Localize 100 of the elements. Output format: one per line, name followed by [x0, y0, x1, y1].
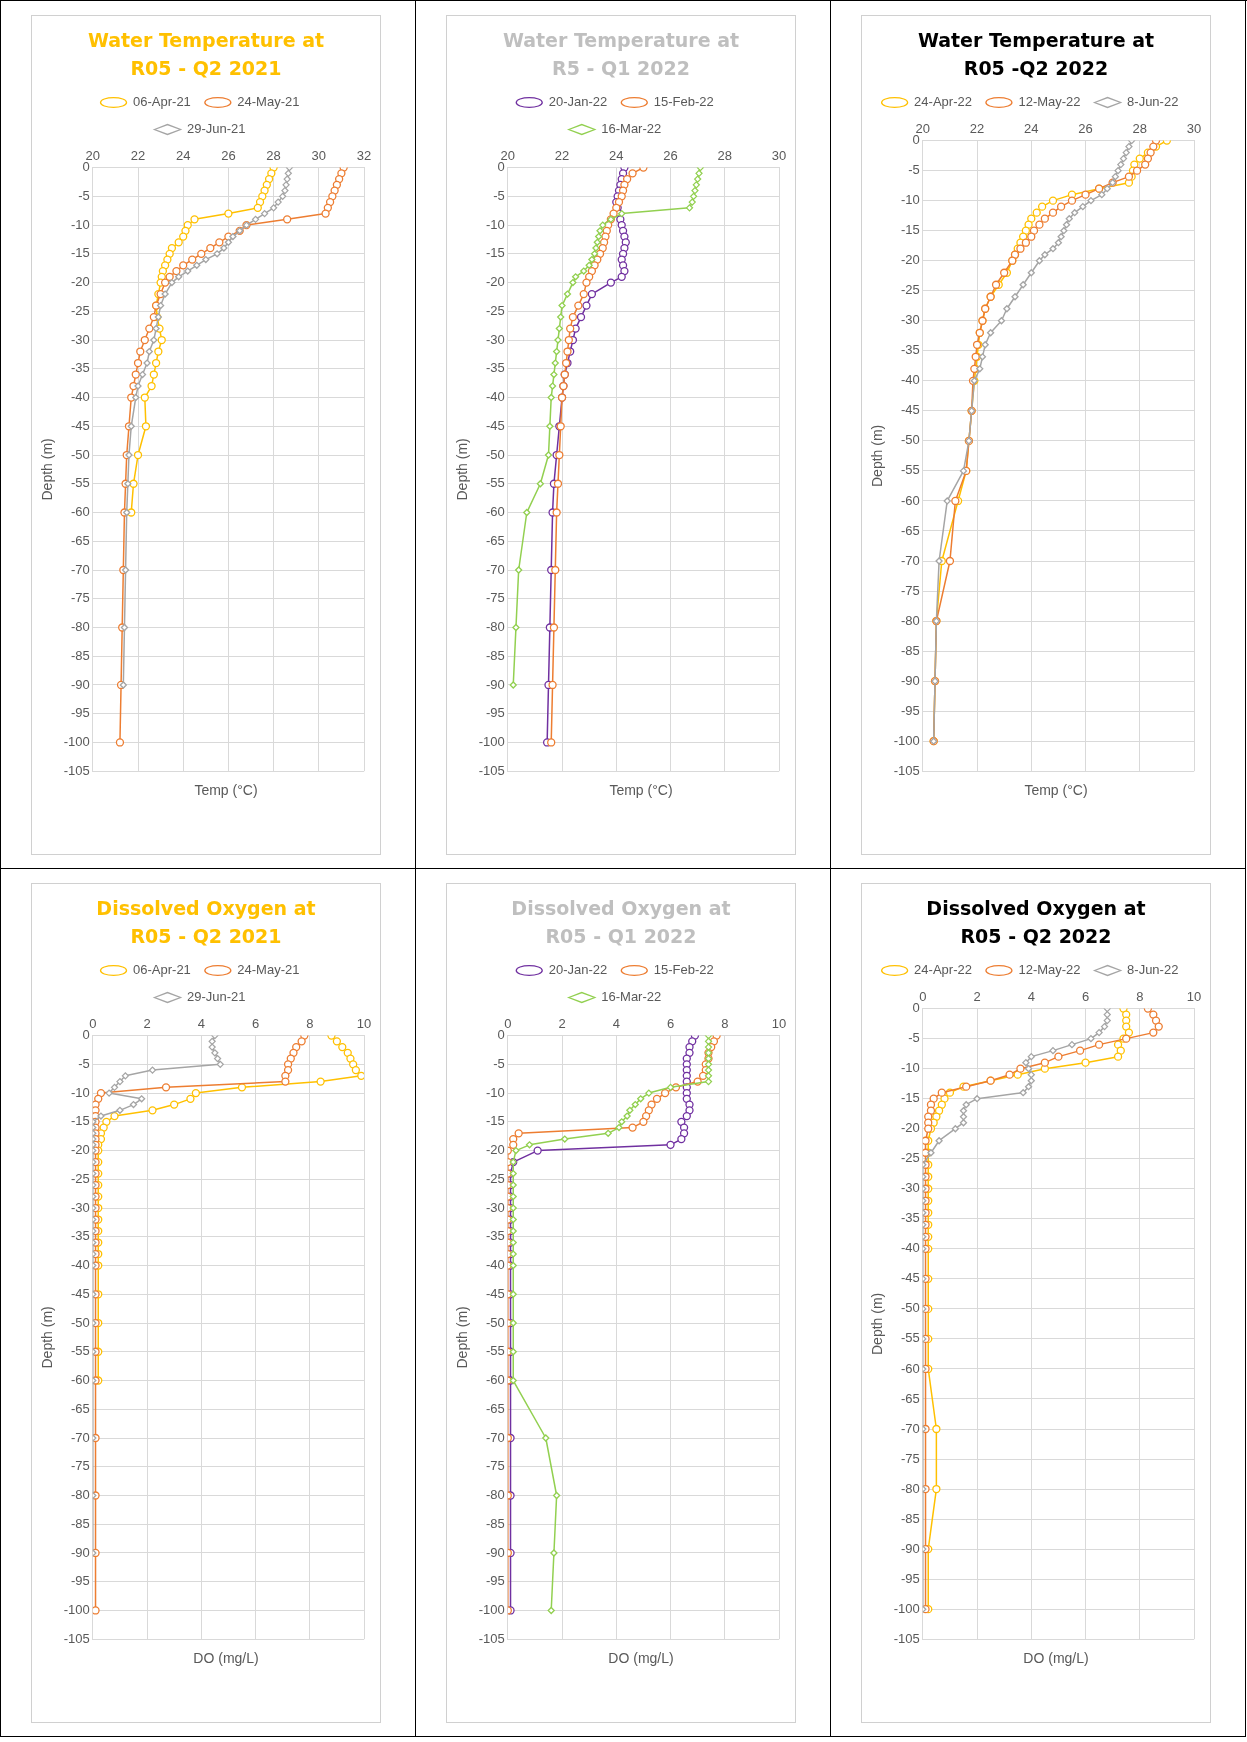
y-tick-label: -105 [478, 1630, 505, 1646]
y-tick-label: -60 [486, 504, 505, 520]
y-tick-label: -105 [893, 762, 920, 778]
x-tick-label: 2 [973, 989, 981, 1005]
y-tick-label: -75 [901, 582, 920, 598]
x-tick-label: 4 [612, 1016, 620, 1032]
legend-label: 16-Mar-22 [601, 989, 662, 1005]
y-tick-label: -30 [486, 331, 505, 347]
x-axis-title: DO (mg/L) [1022, 1650, 1090, 1666]
y-tick-label: -90 [71, 1544, 90, 1560]
x-tick-label: 30 [311, 148, 327, 164]
x-tick-label: 6 [1081, 989, 1090, 1005]
y-tick-label: -5 [78, 187, 90, 203]
y-axis-title: Depth (m) [39, 438, 56, 501]
y-tick-label: -105 [63, 1630, 90, 1646]
y-tick-label: -45 [901, 1270, 920, 1286]
y-tick-label: -100 [478, 1602, 505, 1618]
x-tick-label: 26 [1078, 121, 1093, 137]
y-tick-label: -105 [63, 762, 90, 778]
legend-label: 12-May-22 [1018, 94, 1081, 110]
y-tick-label: -105 [478, 762, 505, 778]
y-tick-label: -70 [901, 552, 920, 568]
legend-label: 06-Apr-21 [133, 94, 191, 110]
x-tick-label: 28 [717, 148, 732, 164]
legend-label: 20-Jan-22 [548, 94, 608, 110]
x-tick-label: 28 [266, 148, 281, 164]
y-tick-label: -20 [486, 1142, 505, 1158]
y-tick-label: -55 [71, 1343, 90, 1359]
y-tick-label: -85 [901, 642, 920, 658]
y-tick-label: 0 [497, 159, 505, 175]
x-axis-title: Temp (°C) [608, 782, 674, 798]
x-axis-title: DO (mg/L) [607, 1650, 675, 1666]
legend-label: 24-May-21 [237, 94, 300, 110]
y-tick-label: -65 [901, 1390, 920, 1406]
chart-title: Water Temperature at R05 -Q2 2022 [916, 28, 1156, 81]
y-tick-label: -90 [71, 676, 90, 692]
chart-title: Water Temperature at R5 - Q1 2022 [501, 28, 741, 81]
y-tick-label: -15 [901, 1090, 920, 1106]
chart-title: Dissolved Oxygen at R05 - Q2 2021 [95, 896, 317, 949]
y-tick-label: -80 [71, 1487, 90, 1503]
y-tick-label: -75 [486, 1458, 505, 1474]
y-tick-label: -15 [486, 245, 505, 261]
x-tick-label: 32 [356, 148, 372, 164]
legend-label: 8-Jun-22 [1127, 962, 1179, 978]
y-tick-label: -40 [901, 372, 920, 388]
y-tick-label: -90 [901, 672, 920, 688]
y-tick-label: -55 [71, 475, 90, 491]
legend-label: 29-Jun-21 [186, 989, 246, 1005]
y-tick-label: -75 [486, 590, 505, 606]
legend-label: 15-Feb-22 [653, 962, 714, 978]
x-tick-label: 30 [1186, 121, 1202, 137]
y-tick-label: -15 [71, 245, 90, 261]
x-tick-label: 10 [771, 1016, 787, 1032]
y-tick-label: -50 [71, 1314, 90, 1330]
y-tick-label: -45 [71, 1285, 90, 1301]
y-tick-label: -25 [486, 1170, 505, 1186]
y-axis-title: Depth (m) [39, 1306, 56, 1369]
y-tick-label: -75 [71, 1458, 90, 1474]
y-tick-label: -55 [486, 1343, 505, 1359]
y-tick-label: -105 [893, 1630, 920, 1646]
y-tick-label: -15 [71, 1113, 90, 1129]
y-tick-label: -10 [901, 1060, 920, 1076]
y-tick-label: -70 [901, 1420, 920, 1436]
x-axis-title: DO (mg/L) [192, 1650, 260, 1666]
y-tick-label: -20 [486, 274, 505, 290]
y-tick-label: -90 [901, 1540, 920, 1556]
y-tick-label: -20 [901, 1120, 920, 1136]
y-tick-label: -10 [71, 1084, 90, 1100]
legend-label: 24-Apr-22 [914, 962, 972, 978]
y-tick-label: -70 [486, 1429, 505, 1445]
y-tick-label: -95 [901, 1570, 920, 1586]
y-tick-label: 0 [82, 1027, 90, 1043]
y-axis-title: Depth (m) [454, 1306, 471, 1369]
y-tick-label: -85 [901, 1510, 920, 1526]
y-tick-label: -65 [486, 532, 505, 548]
x-tick-label: 8 [721, 1016, 729, 1032]
x-tick-label: 8 [1136, 989, 1144, 1005]
y-tick-label: -25 [71, 1170, 90, 1186]
legend-label: 24-Apr-22 [914, 94, 972, 110]
y-tick-label: -55 [486, 475, 505, 491]
y-tick-label: -65 [901, 522, 920, 538]
y-tick-label: -70 [71, 561, 90, 577]
y-tick-label: -100 [63, 734, 90, 750]
y-tick-label: -70 [486, 561, 505, 577]
y-tick-label: -60 [71, 1372, 90, 1388]
x-tick-label: 6 [666, 1016, 675, 1032]
y-tick-label: -85 [486, 1515, 505, 1531]
y-tick-label: -95 [71, 705, 90, 721]
y-tick-label: 0 [912, 1000, 920, 1016]
x-tick-label: 22 [130, 148, 146, 164]
y-tick-label: -20 [71, 274, 90, 290]
y-tick-label: -45 [901, 402, 920, 418]
y-tick-label: -40 [71, 389, 90, 405]
x-tick-label: 4 [197, 1016, 205, 1032]
y-tick-label: -5 [493, 187, 505, 203]
x-axis-title: Temp (°C) [193, 782, 259, 798]
x-tick-label: 24 [175, 148, 191, 164]
y-tick-label: -65 [71, 532, 90, 548]
x-tick-label: 6 [251, 1016, 260, 1032]
y-tick-label: -25 [71, 302, 90, 318]
